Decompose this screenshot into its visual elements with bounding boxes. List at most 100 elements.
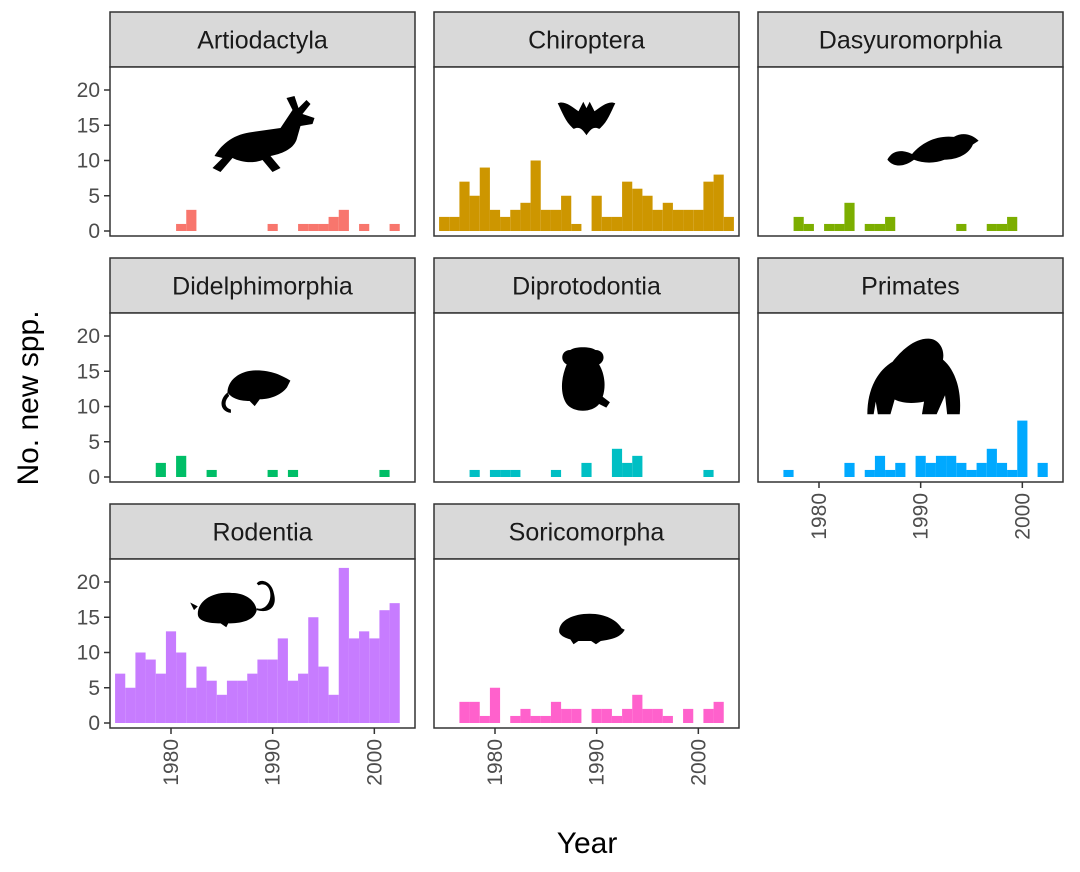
facet-didelphimorphia: Didelphimorphia 0 5 10 15 20 (77, 257, 416, 489)
bar (540, 209, 551, 231)
bar (693, 209, 704, 231)
bar (642, 195, 653, 231)
bar (379, 469, 390, 477)
bar (328, 694, 339, 723)
y-tick-label: 20 (77, 79, 100, 102)
bar (1037, 462, 1048, 477)
bar (864, 223, 875, 231)
bar (267, 469, 278, 477)
bar (885, 216, 896, 231)
bar (966, 469, 977, 477)
bar (672, 209, 684, 231)
koala-silhouette-icon (561, 347, 610, 411)
bar (155, 673, 166, 723)
bar (956, 223, 967, 231)
bar (155, 462, 166, 477)
bar (277, 638, 288, 723)
bar (652, 209, 663, 231)
bar (550, 469, 562, 477)
bar (489, 687, 501, 723)
bar (703, 181, 714, 231)
bar (824, 223, 835, 231)
bar (622, 462, 633, 477)
bar (379, 610, 390, 723)
bar (1007, 216, 1018, 231)
bar (874, 455, 886, 477)
bar (176, 652, 187, 723)
bar (530, 160, 541, 231)
x-tick-label: 2000 (1011, 493, 1034, 540)
bar (864, 469, 875, 477)
bar (500, 216, 511, 231)
bar (369, 638, 380, 723)
facet-strip (433, 11, 740, 68)
bar (632, 694, 643, 723)
bar (176, 455, 187, 477)
bar (803, 223, 814, 231)
facet-strip (433, 503, 740, 560)
facet-title: Didelphimorphia (172, 273, 353, 301)
bar (601, 708, 612, 723)
bar (338, 567, 349, 723)
bar (611, 216, 623, 231)
bar (469, 701, 480, 723)
bar (338, 209, 349, 231)
bar (186, 687, 197, 723)
y-tick-label: 20 (77, 325, 100, 348)
facet-strip (109, 503, 416, 560)
facet-dasyuromorphia: Dasyuromorphia (757, 11, 1064, 237)
bar (844, 202, 855, 231)
bar (308, 223, 319, 231)
x-tick-label: 2000 (687, 739, 710, 786)
y-tick-label: 5 (88, 185, 100, 208)
y-axis-title: No. new spp. (12, 310, 45, 485)
y-tick-label: 10 (77, 396, 100, 419)
bar (237, 680, 248, 723)
bar (611, 715, 623, 723)
bar (510, 715, 521, 723)
bar (115, 673, 126, 723)
bar (703, 469, 714, 477)
facet-strip (433, 257, 740, 314)
bar (662, 202, 673, 231)
facet-title: Artiodactyla (197, 27, 328, 55)
bar (176, 223, 187, 231)
opossum-silhouette-icon (221, 370, 291, 413)
mole-silhouette-icon (559, 613, 625, 645)
bar (946, 455, 957, 477)
bar (318, 223, 329, 231)
y-tick-label: 0 (88, 220, 100, 243)
y-tick-label: 0 (88, 712, 100, 735)
bar (479, 167, 490, 231)
bar (530, 715, 541, 723)
bar (632, 455, 643, 477)
bar (489, 209, 501, 231)
bar (206, 469, 217, 477)
bar (348, 638, 360, 723)
bar (703, 708, 714, 723)
bar (267, 659, 278, 723)
bar (540, 715, 551, 723)
y-tick-label: 20 (77, 571, 100, 594)
bar (996, 223, 1008, 231)
bar (561, 195, 572, 231)
bar (935, 455, 947, 477)
y-tick-label: 0 (88, 466, 100, 489)
bar (489, 469, 501, 477)
bar (591, 195, 602, 231)
bar (581, 462, 592, 477)
bat-silhouette-icon (557, 101, 616, 136)
y-tick-label: 10 (77, 642, 100, 665)
bar (591, 708, 602, 723)
panel-background (757, 66, 1064, 237)
bar (844, 462, 855, 477)
facet-title: Rodentia (212, 519, 312, 547)
bar (520, 708, 531, 723)
bar (196, 666, 207, 723)
bar (956, 462, 967, 477)
bar (469, 195, 480, 231)
bar (632, 188, 643, 231)
bar (389, 223, 400, 231)
facet-title: Diprotodontia (512, 273, 661, 301)
